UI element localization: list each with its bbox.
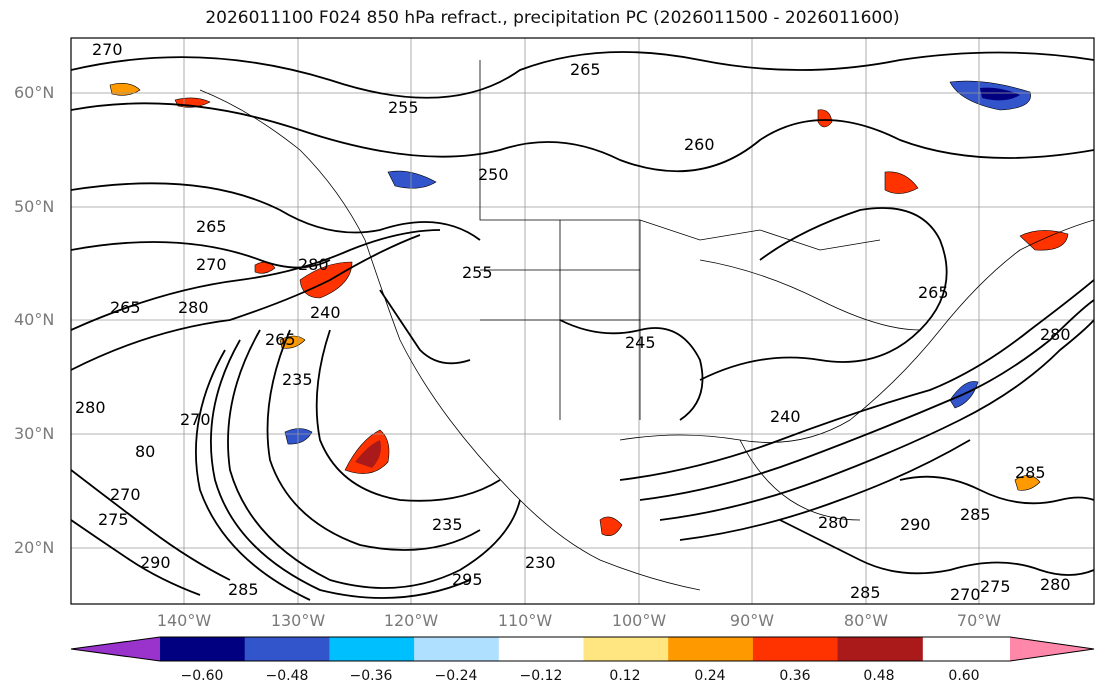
svg-text:280: 280 bbox=[1040, 325, 1071, 344]
lat-label: 20°N bbox=[14, 538, 55, 557]
svg-text:295: 295 bbox=[452, 570, 483, 589]
svg-text:235: 235 bbox=[282, 370, 313, 389]
svg-text:270: 270 bbox=[950, 585, 981, 604]
colorbar-tick: −0.12 bbox=[519, 668, 563, 684]
svg-text:275: 275 bbox=[980, 577, 1011, 596]
svg-text:285: 285 bbox=[1015, 463, 1046, 482]
colorbar-segment bbox=[498, 637, 584, 661]
graticule bbox=[71, 38, 1094, 604]
svg-text:230: 230 bbox=[525, 553, 556, 572]
svg-text:270: 270 bbox=[196, 255, 227, 274]
svg-text:270: 270 bbox=[92, 40, 123, 59]
svg-text:240: 240 bbox=[770, 407, 801, 426]
colorbar-tick: −0.24 bbox=[434, 668, 478, 684]
svg-text:270: 270 bbox=[110, 485, 141, 504]
map-frame bbox=[70, 37, 1095, 605]
map-title: 2026011100 F024 850 hPa refract., precip… bbox=[205, 8, 900, 28]
svg-text:290: 290 bbox=[900, 515, 931, 534]
lon-label: 90°W bbox=[729, 611, 775, 630]
colorbar-segment bbox=[668, 637, 754, 661]
colorbar-segment bbox=[414, 637, 500, 661]
lat-label: 60°N bbox=[14, 83, 55, 102]
svg-text:285: 285 bbox=[960, 505, 991, 524]
lon-label: 100°W bbox=[611, 611, 667, 630]
svg-text:265: 265 bbox=[265, 330, 296, 349]
colorbar-tick: −0.60 bbox=[180, 668, 224, 684]
colorbar-segment bbox=[583, 637, 669, 661]
svg-text:290: 290 bbox=[140, 553, 171, 572]
svg-text:280: 280 bbox=[75, 398, 106, 417]
lat-label: 30°N bbox=[14, 424, 55, 443]
colorbar-tick: 0.36 bbox=[779, 668, 811, 684]
svg-text:240: 240 bbox=[310, 303, 341, 322]
svg-text:255: 255 bbox=[462, 263, 493, 282]
colorbar-segment bbox=[160, 637, 246, 661]
contour-labels: 270 265 255 260 250 265 270 280 265 280 … bbox=[75, 40, 1071, 604]
lat-label: 40°N bbox=[14, 310, 55, 329]
coastlines bbox=[199, 60, 1094, 591]
colorbar-segment bbox=[837, 637, 923, 661]
lon-label: 110°W bbox=[497, 611, 553, 630]
svg-text:280: 280 bbox=[178, 298, 209, 317]
lon-label: 70°W bbox=[956, 611, 1002, 630]
lat-label: 50°N bbox=[14, 197, 55, 216]
svg-text:245: 245 bbox=[625, 333, 656, 352]
lon-label: 80°W bbox=[843, 611, 889, 630]
map-background bbox=[71, 38, 1094, 604]
colorbar-tick: −0.36 bbox=[349, 668, 393, 684]
colorbar-tick: 0.48 bbox=[863, 668, 895, 684]
svg-text:285: 285 bbox=[228, 580, 259, 599]
svg-text:280: 280 bbox=[818, 513, 849, 532]
svg-text:275: 275 bbox=[98, 510, 129, 529]
colorbar-tick: −0.48 bbox=[265, 668, 309, 684]
lon-label: 120°W bbox=[383, 611, 439, 630]
colorbar-extend-high bbox=[1010, 637, 1094, 661]
svg-text:235: 235 bbox=[432, 515, 463, 534]
svg-text:265: 265 bbox=[570, 60, 601, 79]
colorbar-tick: 0.24 bbox=[694, 668, 726, 684]
svg-text:250: 250 bbox=[478, 165, 509, 184]
refractivity-contours bbox=[71, 51, 1094, 601]
colorbar-segment bbox=[329, 637, 415, 661]
lon-label: 130°W bbox=[270, 611, 326, 630]
svg-text:265: 265 bbox=[110, 298, 141, 317]
svg-text:265: 265 bbox=[918, 283, 949, 302]
svg-text:255: 255 bbox=[388, 98, 419, 117]
svg-text:265: 265 bbox=[196, 217, 227, 236]
colorbar-segment bbox=[752, 637, 839, 661]
colorbar-segment bbox=[244, 637, 330, 661]
svg-text:280: 280 bbox=[1040, 575, 1071, 594]
lon-label: 140°W bbox=[156, 611, 212, 630]
precip-patches bbox=[109, 80, 1069, 536]
svg-text:285: 285 bbox=[850, 583, 881, 602]
colorbar-tick: 0.12 bbox=[609, 668, 641, 684]
svg-text:80: 80 bbox=[135, 442, 155, 461]
colorbar-extend-low bbox=[71, 637, 160, 661]
svg-text:270: 270 bbox=[180, 410, 211, 429]
colorbar-tick: 0.60 bbox=[948, 668, 980, 684]
svg-text:260: 260 bbox=[684, 135, 715, 154]
svg-text:280: 280 bbox=[298, 255, 329, 274]
